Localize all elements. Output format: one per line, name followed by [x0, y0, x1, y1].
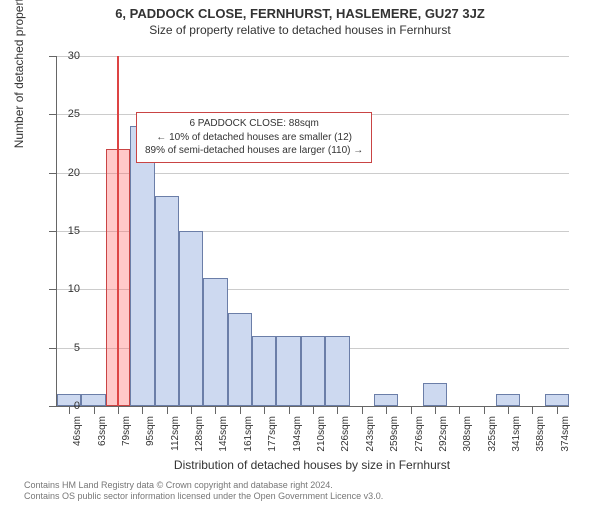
bar — [496, 394, 520, 406]
bar — [325, 336, 349, 406]
bar — [130, 126, 154, 406]
chart-subtitle: Size of property relative to detached ho… — [0, 23, 600, 37]
x-tick-label: 276sqm — [414, 416, 425, 452]
x-tick — [362, 406, 363, 414]
x-tick — [337, 406, 338, 414]
x-tick — [386, 406, 387, 414]
bar — [81, 394, 105, 406]
footer: Contains HM Land Registry data © Crown c… — [24, 480, 383, 502]
x-tick-label: 341sqm — [511, 416, 522, 452]
x-tick-label: 46sqm — [72, 416, 83, 446]
chart-title: 6, PADDOCK CLOSE, FERNHURST, HASLEMERE, … — [0, 6, 600, 21]
x-tick — [289, 406, 290, 414]
x-tick-label: 226sqm — [340, 416, 351, 452]
x-tick — [142, 406, 143, 414]
x-tick-label: 63sqm — [97, 416, 108, 446]
annotation-line1: 6 PADDOCK CLOSE: 88sqm — [145, 117, 363, 131]
x-tick-label: 259sqm — [389, 416, 400, 452]
footer-line2: Contains OS public sector information li… — [24, 491, 383, 502]
x-tick — [118, 406, 119, 414]
x-tick-label: 95sqm — [145, 416, 156, 446]
x-tick — [411, 406, 412, 414]
bar — [203, 278, 227, 406]
y-tick-label: 20 — [50, 167, 80, 179]
bar — [374, 394, 398, 406]
y-tick-label: 5 — [50, 342, 80, 354]
bar — [179, 231, 203, 406]
bar — [423, 383, 447, 406]
x-tick-label: 374sqm — [560, 416, 571, 452]
footer-line1: Contains HM Land Registry data © Crown c… — [24, 480, 383, 491]
x-tick — [264, 406, 265, 414]
x-tick — [435, 406, 436, 414]
x-tick-label: 194sqm — [292, 416, 303, 452]
x-tick-label: 308sqm — [462, 416, 473, 452]
bar — [155, 196, 179, 406]
x-tick — [94, 406, 95, 414]
y-tick-label: 30 — [50, 50, 80, 62]
annotation-line2: ← 10% of detached houses are smaller (12… — [145, 131, 363, 145]
bar — [545, 394, 569, 406]
annotation-line3: 89% of semi-detached houses are larger (… — [145, 144, 363, 158]
x-tick — [167, 406, 168, 414]
bar — [301, 336, 325, 406]
marker-line — [117, 56, 119, 406]
annotation-box: 6 PADDOCK CLOSE: 88sqm ← 10% of detached… — [136, 112, 372, 163]
x-tick — [240, 406, 241, 414]
x-tick-label: 210sqm — [316, 416, 327, 452]
y-tick-label: 25 — [50, 108, 80, 120]
x-tick-label: 161sqm — [243, 416, 254, 452]
plot-region — [56, 56, 569, 407]
x-tick — [191, 406, 192, 414]
x-tick — [508, 406, 509, 414]
x-tick-label: 358sqm — [535, 416, 546, 452]
x-tick-label: 243sqm — [365, 416, 376, 452]
bar — [228, 313, 252, 406]
x-tick — [557, 406, 558, 414]
bar — [276, 336, 300, 406]
x-tick-label: 145sqm — [218, 416, 229, 452]
x-tick-label: 177sqm — [267, 416, 278, 452]
x-tick — [484, 406, 485, 414]
x-tick-label: 79sqm — [121, 416, 132, 446]
x-tick — [215, 406, 216, 414]
gridline — [57, 56, 569, 57]
x-tick — [459, 406, 460, 414]
bar — [252, 336, 276, 406]
x-tick — [313, 406, 314, 414]
x-axis-label: Distribution of detached houses by size … — [56, 458, 568, 472]
x-tick-label: 112sqm — [170, 416, 181, 451]
chart-container: 6, PADDOCK CLOSE, FERNHURST, HASLEMERE, … — [0, 6, 600, 506]
x-tick-label: 292sqm — [438, 416, 449, 452]
x-tick-label: 325sqm — [487, 416, 498, 452]
x-tick-label: 128sqm — [194, 416, 205, 452]
y-tick-label: 0 — [50, 400, 80, 412]
y-tick-label: 15 — [50, 225, 80, 237]
chart-area: 6 PADDOCK CLOSE: 88sqm ← 10% of detached… — [56, 56, 568, 406]
x-tick — [532, 406, 533, 414]
y-axis-label: Number of detached properties — [12, 0, 26, 148]
y-tick-label: 10 — [50, 283, 80, 295]
